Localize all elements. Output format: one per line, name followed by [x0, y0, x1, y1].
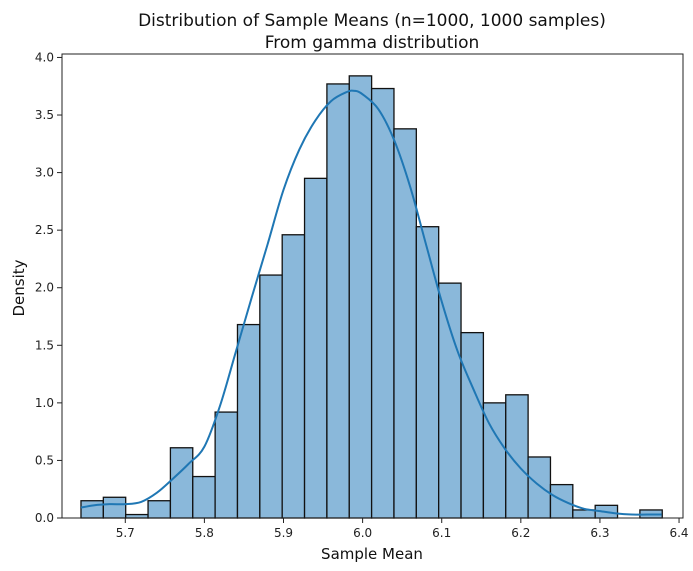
y-tick-label: 2.0: [35, 281, 54, 295]
histogram-bar: [393, 128, 417, 519]
histogram-bar: [549, 483, 574, 519]
y-tick-label: 0.0: [35, 511, 54, 525]
x-tick-label: 6.1: [432, 526, 451, 540]
x-axis-label: Sample Mean: [321, 545, 423, 563]
histogram-bar: [527, 456, 552, 519]
y-tick-label: 3.5: [35, 108, 54, 122]
y-tick-label: 0.5: [35, 453, 54, 467]
plot-frame: [61, 53, 684, 519]
y-tick-label: 4.0: [35, 50, 54, 64]
y-tick-label: 3.0: [35, 166, 54, 180]
x-axis: 5.7 5.8 5.9 6.0 6.1 6.2 6.3 6.4: [116, 518, 689, 540]
histogram-bar: [438, 282, 462, 519]
histogram-bar: [303, 177, 328, 519]
y-tick-label: 2.5: [35, 223, 54, 237]
x-tick-label: 6.3: [590, 526, 609, 540]
chart-subtitle: From gamma distribution: [265, 33, 480, 53]
x-tick-label: 5.7: [116, 526, 135, 540]
x-tick-label: 5.8: [195, 526, 214, 540]
y-tick-label: 1.0: [35, 396, 54, 410]
bars-group: [80, 75, 663, 519]
histogram-bar: [147, 500, 172, 519]
histogram-bar: [460, 331, 485, 519]
chart-title: Distribution of Sample Means (n=1000, 10…: [138, 11, 606, 31]
histogram-bar: [281, 234, 306, 519]
histogram-bar: [192, 475, 216, 519]
histogram-bar: [80, 500, 104, 519]
histogram-bar: [326, 83, 350, 519]
histogram-bar: [370, 87, 395, 519]
histogram-bar: [125, 513, 149, 519]
y-tick-label: 1.5: [35, 338, 54, 352]
histogram-bar: [236, 323, 261, 519]
histogram-bar: [415, 226, 440, 519]
histogram-bar: [102, 496, 127, 519]
y-axis-label: Density: [10, 259, 28, 316]
histogram-bar: [348, 75, 373, 519]
histogram-bar: [259, 274, 283, 519]
kde-line: [80, 89, 662, 516]
y-axis: 0.0 0.5 1.0 1.5 2.0 2.5 3.0 3.5 4.0: [35, 50, 62, 525]
histogram-bar: [572, 509, 596, 519]
x-tick-label: 6.4: [669, 526, 688, 540]
histogram-bar: [169, 447, 194, 519]
x-tick-label: 6.2: [511, 526, 530, 540]
x-tick-label: 6.0: [353, 526, 372, 540]
x-tick-label: 5.9: [274, 526, 293, 540]
histogram-bar: [505, 394, 529, 519]
histogram-bar: [214, 411, 239, 519]
